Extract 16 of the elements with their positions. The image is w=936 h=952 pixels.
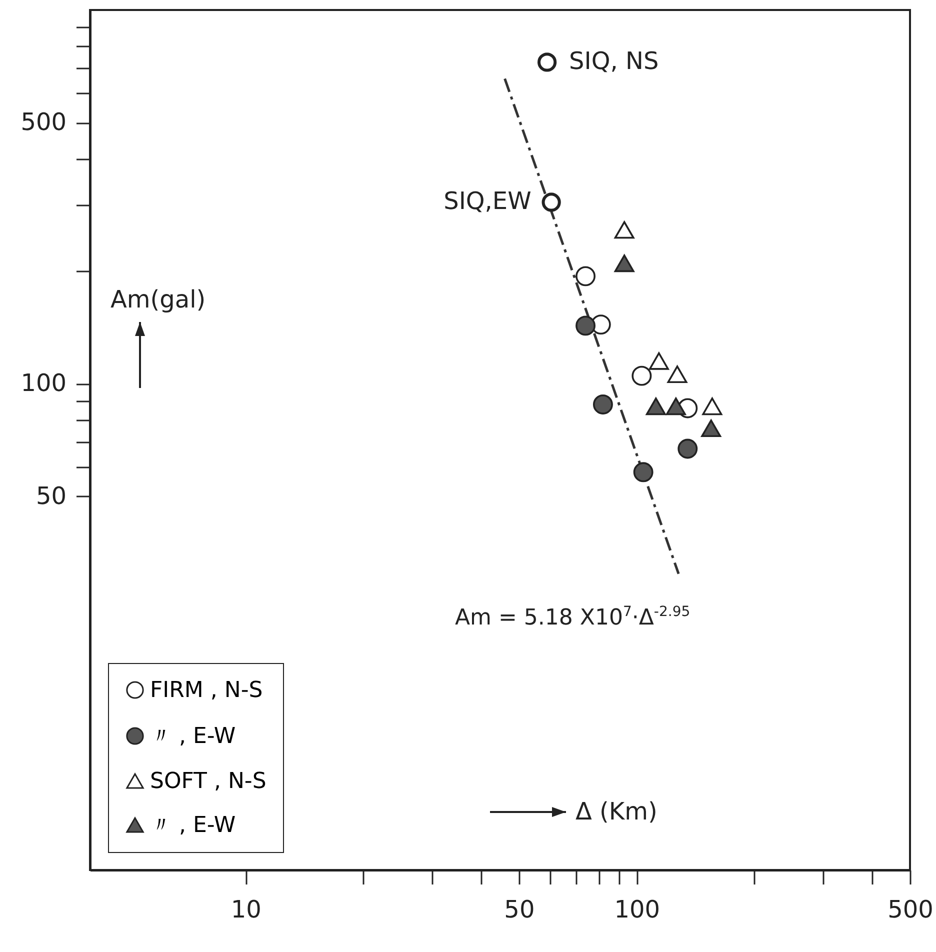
y-tick-label: 500 xyxy=(20,108,66,136)
legend-label: FIRM , N-S xyxy=(150,678,263,703)
x-tick-label: 100 xyxy=(614,896,660,924)
x-tick-label: 50 xyxy=(504,896,535,924)
x-axis-title: Δ (Km) xyxy=(576,798,658,826)
y-axis-title: Am(gal) xyxy=(110,286,206,314)
annotation: SIQ,EW xyxy=(444,187,532,216)
legend-label: 〃 , E-W xyxy=(150,724,236,749)
y-tick-label: 50 xyxy=(36,482,66,510)
legend-label: 〃 , E-W xyxy=(150,813,236,838)
x-tick-label: 10 xyxy=(230,896,262,924)
annotation: Am = 5.18 X10$^{7}$·Δ$^{-2.95}$ xyxy=(455,604,690,630)
y-tick-label: 100 xyxy=(20,369,66,398)
annotation: SIQ, NS xyxy=(569,47,659,76)
x-tick-label: 500 xyxy=(888,896,934,924)
legend-label: SOFT , N-S xyxy=(150,769,266,794)
